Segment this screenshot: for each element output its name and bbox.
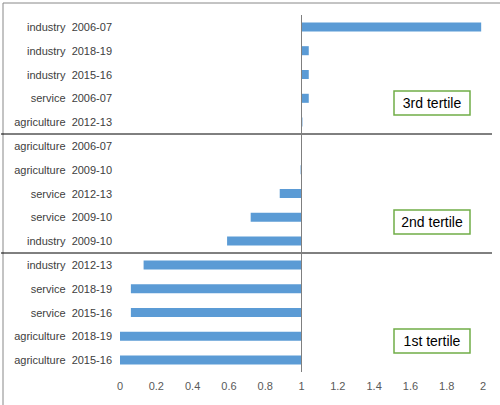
svg-text:0.4: 0.4 xyxy=(185,380,200,392)
svg-text:service 2018-19: service 2018-19 xyxy=(31,283,112,295)
svg-text:1: 1 xyxy=(298,380,304,392)
svg-text:industry 2009-10: industry 2009-10 xyxy=(27,235,112,247)
svg-text:0: 0 xyxy=(117,380,123,392)
svg-text:2nd tertile: 2nd tertile xyxy=(401,214,463,230)
svg-text:service 2009-10: service 2009-10 xyxy=(31,211,112,223)
svg-text:industry 2006-07: industry 2006-07 xyxy=(27,21,112,33)
svg-text:1.8: 1.8 xyxy=(439,380,454,392)
svg-text:industry 2018-19: industry 2018-19 xyxy=(27,45,112,57)
svg-text:0.6: 0.6 xyxy=(221,380,236,392)
svg-text:agriculture 2015-16: agriculture 2015-16 xyxy=(14,354,112,366)
svg-text:industry 2015-16: industry 2015-16 xyxy=(27,69,112,81)
svg-text:2: 2 xyxy=(480,380,486,392)
svg-text:agriculture 2006-07: agriculture 2006-07 xyxy=(14,140,112,152)
svg-text:0.2: 0.2 xyxy=(149,380,164,392)
svg-text:1st tertile: 1st tertile xyxy=(404,333,461,349)
svg-text:0.8: 0.8 xyxy=(258,380,273,392)
svg-text:agriculture 2018-19: agriculture 2018-19 xyxy=(14,330,112,342)
svg-text:service 2006-07: service 2006-07 xyxy=(31,92,112,104)
svg-text:3rd tertile: 3rd tertile xyxy=(403,95,462,111)
svg-text:1.2: 1.2 xyxy=(330,380,345,392)
svg-text:service 2012-13: service 2012-13 xyxy=(31,188,112,200)
svg-text:industry 2012-13: industry 2012-13 xyxy=(27,259,112,271)
svg-text:agriculture 2012-13: agriculture 2012-13 xyxy=(14,116,112,128)
svg-text:agriculture 2009-10: agriculture 2009-10 xyxy=(14,164,112,176)
svg-text:1.4: 1.4 xyxy=(366,380,381,392)
svg-text:service 2015-16: service 2015-16 xyxy=(31,307,112,319)
svg-text:1.6: 1.6 xyxy=(403,380,418,392)
